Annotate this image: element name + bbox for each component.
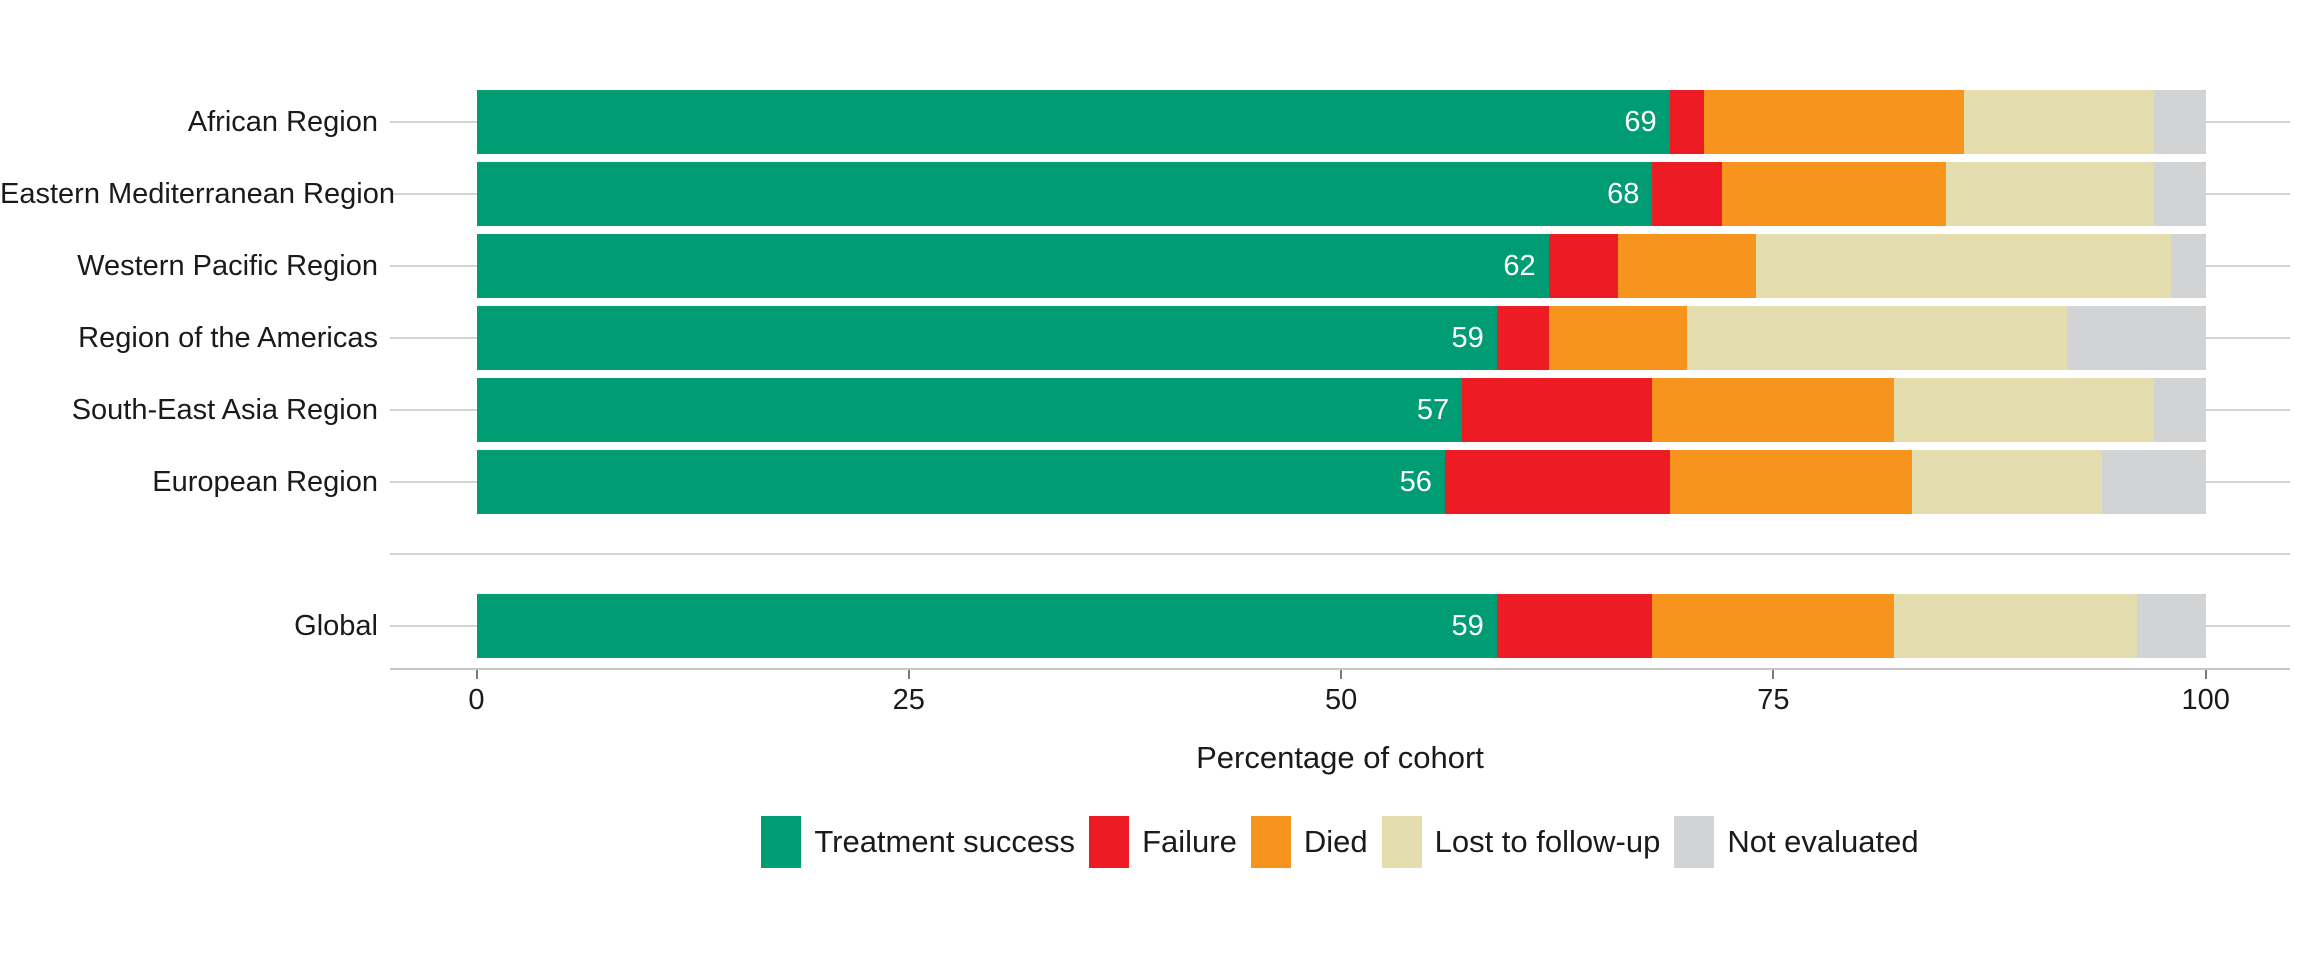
bar-segment-lost-to-follow-up [1946, 162, 2154, 226]
bar-segment-not-evaluated [2136, 594, 2206, 658]
bar-segment-not-evaluated [2067, 306, 2206, 370]
category-label: Eastern Mediterranean Region [0, 178, 395, 210]
bar-segment-died [1721, 162, 1947, 226]
legend-item: Died [1250, 816, 1368, 868]
legend-label: Failure [1142, 824, 1237, 859]
legend-item: Treatment success [761, 816, 1075, 868]
bar-segment-failure [1652, 162, 1722, 226]
bar-segment-failure [1462, 378, 1653, 442]
bar-value-label: 57 [1416, 394, 1450, 426]
legend-swatch-died [1250, 816, 1291, 868]
category-gridline [390, 553, 2290, 555]
bar-segment-died [1548, 306, 1687, 370]
bar-segment-lost-to-follow-up [1756, 234, 2172, 298]
category-label: European Region [152, 466, 378, 498]
legend-swatch-lost-to-follow-up [1381, 816, 1422, 868]
bar-segment-treatment-success: 62 [476, 234, 1549, 298]
bar-segment-died [1704, 90, 1964, 154]
bar-segment-lost-to-follow-up [1686, 306, 2068, 370]
legend-label: Died [1303, 824, 1368, 859]
bar-segment-treatment-success: 69 [476, 90, 1670, 154]
bar-segment-lost-to-follow-up [1894, 378, 2154, 442]
bar-segment-treatment-success: 59 [476, 306, 1497, 370]
bar-segment-not-evaluated [2153, 90, 2206, 154]
bar-segment-treatment-success: 56 [476, 450, 1445, 514]
bar-segment-failure [1496, 594, 1653, 658]
chart-legend: Treatment success Failure Died Lost to foll… [390, 816, 2290, 868]
legend-swatch-treatment-success [761, 816, 802, 868]
legend-item: Failure [1089, 816, 1237, 868]
category-label: African Region [187, 106, 378, 138]
x-axis-tick-label: 100 [2181, 684, 2230, 716]
bar-segment-lost-to-follow-up [1963, 90, 2154, 154]
bar-segment-died [1652, 378, 1895, 442]
x-axis-line [390, 668, 2290, 670]
bar-segment-failure [1669, 90, 1705, 154]
category-label: Region of the Americas [78, 322, 378, 354]
legend-swatch-not-evaluated [1674, 816, 1715, 868]
x-axis-tick-label: 0 [468, 684, 485, 716]
bar-segment-not-evaluated [2153, 162, 2206, 226]
x-axis-tick [475, 670, 478, 679]
legend-label: Lost to follow-up [1434, 824, 1661, 859]
bar-segment-treatment-success: 68 [476, 162, 1653, 226]
legend-swatch-failure [1089, 816, 1130, 868]
bar-segment-failure [1444, 450, 1670, 514]
bar-segment-failure [1496, 306, 1549, 370]
stacked-bar: 59 [476, 594, 2206, 658]
bar-segment-lost-to-follow-up [1911, 450, 2102, 514]
x-axis-tick [2204, 670, 2207, 679]
category-label: Western Pacific Region [77, 250, 378, 282]
bar-segment-died [1669, 450, 1912, 514]
bar-value-label: 59 [1451, 610, 1484, 642]
stacked-bar: 69 [476, 90, 2206, 154]
bar-value-label: 68 [1607, 178, 1640, 210]
x-axis-tick-label: 75 [1757, 684, 1790, 716]
bar-segment-died [1617, 234, 1757, 298]
stacked-bar: 56 [476, 450, 2206, 514]
bar-value-label: 56 [1399, 466, 1432, 498]
stacked-bar: 59 [476, 306, 2206, 370]
bar-segment-died [1652, 594, 1895, 658]
legend-label: Not evaluated [1727, 824, 1919, 859]
bar-segment-not-evaluated [2101, 450, 2206, 514]
legend-label: Treatment success [814, 824, 1076, 859]
category-label: South-East Asia Region [71, 394, 378, 426]
bar-segment-lost-to-follow-up [1894, 594, 2137, 658]
legend-item: Lost to follow-up [1381, 816, 1661, 868]
bar-segment-treatment-success: 59 [476, 594, 1497, 658]
x-axis-tick [1772, 670, 1775, 679]
x-axis-title: Percentage of cohort [1196, 740, 1484, 775]
legend-item: Not evaluated [1674, 816, 1919, 868]
stacked-bar: 68 [476, 162, 2206, 226]
x-axis-tick-label: 50 [1324, 684, 1358, 716]
stacked-bar: 57 [476, 378, 2206, 442]
bar-value-label: 59 [1451, 322, 1484, 354]
x-axis-tick [907, 670, 910, 679]
bar-segment-not-evaluated [2153, 378, 2206, 442]
x-axis-tick [1340, 670, 1343, 679]
bar-value-label: 62 [1503, 250, 1536, 282]
bar-segment-failure [1548, 234, 1618, 298]
bar-segment-not-evaluated [2171, 234, 2206, 298]
category-label: Global [294, 610, 378, 642]
stacked-bar: 62 [476, 234, 2206, 298]
x-axis-tick-label: 25 [892, 684, 925, 716]
bar-value-label: 69 [1624, 106, 1657, 138]
bar-segment-treatment-success: 57 [476, 378, 1463, 442]
